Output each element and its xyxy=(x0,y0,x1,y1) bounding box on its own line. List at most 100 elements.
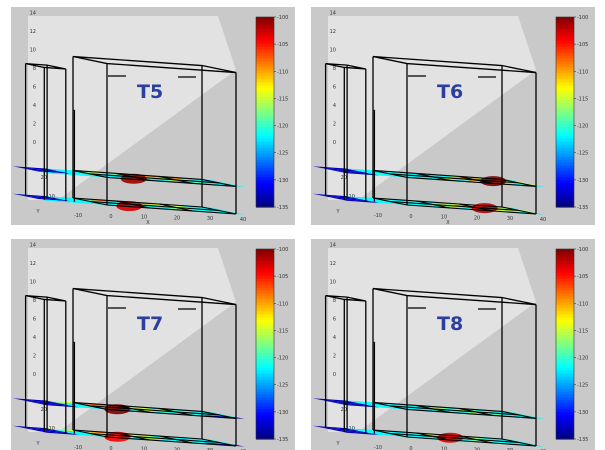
colorbar-tick-label: -120 xyxy=(577,124,588,130)
colorbar-segment xyxy=(256,31,274,36)
colorbar-segment xyxy=(556,141,574,146)
panel-label: T7 xyxy=(137,313,163,335)
colorbar-segment xyxy=(256,112,274,116)
floor-grid-line xyxy=(372,197,503,208)
colorbar-segment xyxy=(556,34,574,39)
colorbar-frame xyxy=(555,16,575,208)
colorbar-segment xyxy=(556,406,574,410)
z-tick-label: 8 xyxy=(333,298,336,304)
colorbar-segment xyxy=(556,91,574,95)
panel-label: T8 xyxy=(437,313,463,335)
x-tick-label: -10 xyxy=(374,213,382,219)
z-tick-label: 2 xyxy=(333,122,336,128)
chart-panel-t7: T702468101214-10010203040X2010Y-100-105-… xyxy=(11,239,295,450)
colorbar-segment xyxy=(256,117,274,122)
colorbar-segment xyxy=(256,284,274,289)
colorbar-segment xyxy=(556,338,574,342)
floor-grid-line xyxy=(106,436,237,447)
colorbar-tick-label: -130 xyxy=(577,178,588,184)
y-tick-label: 10 xyxy=(349,426,355,432)
colorbar-segment xyxy=(556,299,574,304)
colorbar-segment xyxy=(556,290,574,295)
z-tick-label: 12 xyxy=(330,261,336,267)
x-tick-label: 30 xyxy=(507,216,513,222)
colorbar-segment xyxy=(256,400,274,404)
colorbar-segment xyxy=(256,257,274,262)
colorbar-segment xyxy=(256,433,274,437)
floor-grid-line xyxy=(72,429,203,440)
colorbar-segment xyxy=(256,195,274,199)
colorbar-segment xyxy=(556,266,574,271)
colorbar-segment xyxy=(556,67,574,72)
colorbar-tick-label: -120 xyxy=(577,356,588,362)
colorbar-segment xyxy=(256,302,274,307)
colorbar-segment xyxy=(556,37,574,42)
axis-back-pane xyxy=(28,16,236,200)
colorbar-segment xyxy=(256,177,274,181)
y-tick-label: 10 xyxy=(349,194,355,200)
colorbar-segment xyxy=(556,296,574,301)
colorbar-segment xyxy=(256,94,274,98)
colorbar-tick-label: -115 xyxy=(577,96,588,102)
colorbar-segment xyxy=(556,352,574,357)
colorbar-segment xyxy=(256,159,274,164)
colorbar-segment xyxy=(256,150,274,155)
floor-grid-line xyxy=(389,405,520,416)
colorbar-segment xyxy=(256,358,274,363)
heatmap-cell xyxy=(38,431,80,436)
heatmap-layer-lower xyxy=(312,193,545,215)
colorbar-segment xyxy=(256,308,274,312)
colorbar-segment xyxy=(256,58,274,63)
heatmap-cell xyxy=(338,403,380,408)
colorbar-segment xyxy=(556,332,574,336)
colorbar-segment xyxy=(556,177,574,181)
colorbar-segment xyxy=(256,91,274,95)
colorbar-segment xyxy=(256,147,274,152)
colorbar-segment xyxy=(556,376,574,381)
colorbar-segment xyxy=(256,114,274,119)
colorbar-segment xyxy=(556,168,574,172)
colorbar-segment xyxy=(556,326,574,330)
colorbar-frame xyxy=(255,16,275,208)
building-wireframe xyxy=(324,287,537,446)
colorbar-segment xyxy=(556,180,574,184)
colorbar-segment xyxy=(556,64,574,69)
colorbar-segment xyxy=(256,40,274,45)
colorbar-segment xyxy=(556,394,574,399)
colorbar-segment xyxy=(556,278,574,283)
z-tick-label: 6 xyxy=(333,317,336,323)
colorbar-segment xyxy=(256,305,274,309)
colorbar-segment xyxy=(556,195,574,199)
z-tick-label: 14 xyxy=(330,11,336,17)
heatmap-cell xyxy=(321,195,363,200)
heatmap-cell xyxy=(329,197,372,202)
heatmap-cell xyxy=(29,197,72,202)
x-axis-label: X xyxy=(146,220,150,226)
z-tick-label: 2 xyxy=(333,354,336,360)
colorbar-segment xyxy=(556,109,574,113)
z-tick-label: 0 xyxy=(33,140,36,146)
colorbar-segment xyxy=(256,186,274,190)
heatmap-cell xyxy=(21,427,63,432)
z-tick-label: 14 xyxy=(30,243,36,249)
colorbar-segment xyxy=(256,73,274,77)
x-tick-label: -10 xyxy=(74,213,82,219)
colorbar-segment xyxy=(256,67,274,72)
colorbar-segment xyxy=(556,189,574,193)
colorbar-segment xyxy=(556,201,574,205)
colorbar-segment xyxy=(256,174,274,178)
colorbar-segment xyxy=(256,171,274,175)
heatmap-cell xyxy=(21,195,63,200)
x-axis-label: X xyxy=(446,220,450,226)
z-tick-label: 4 xyxy=(33,335,36,341)
colorbar-segment xyxy=(256,317,274,321)
floor-grid-line xyxy=(106,176,237,187)
building-roof xyxy=(72,287,237,306)
colorbar-tick-label: -135 xyxy=(577,437,588,443)
colorbar-segment xyxy=(556,186,574,190)
colorbar-segment xyxy=(556,52,574,57)
heatmap-layer-upper xyxy=(312,166,545,187)
colorbar-segment xyxy=(556,82,574,86)
